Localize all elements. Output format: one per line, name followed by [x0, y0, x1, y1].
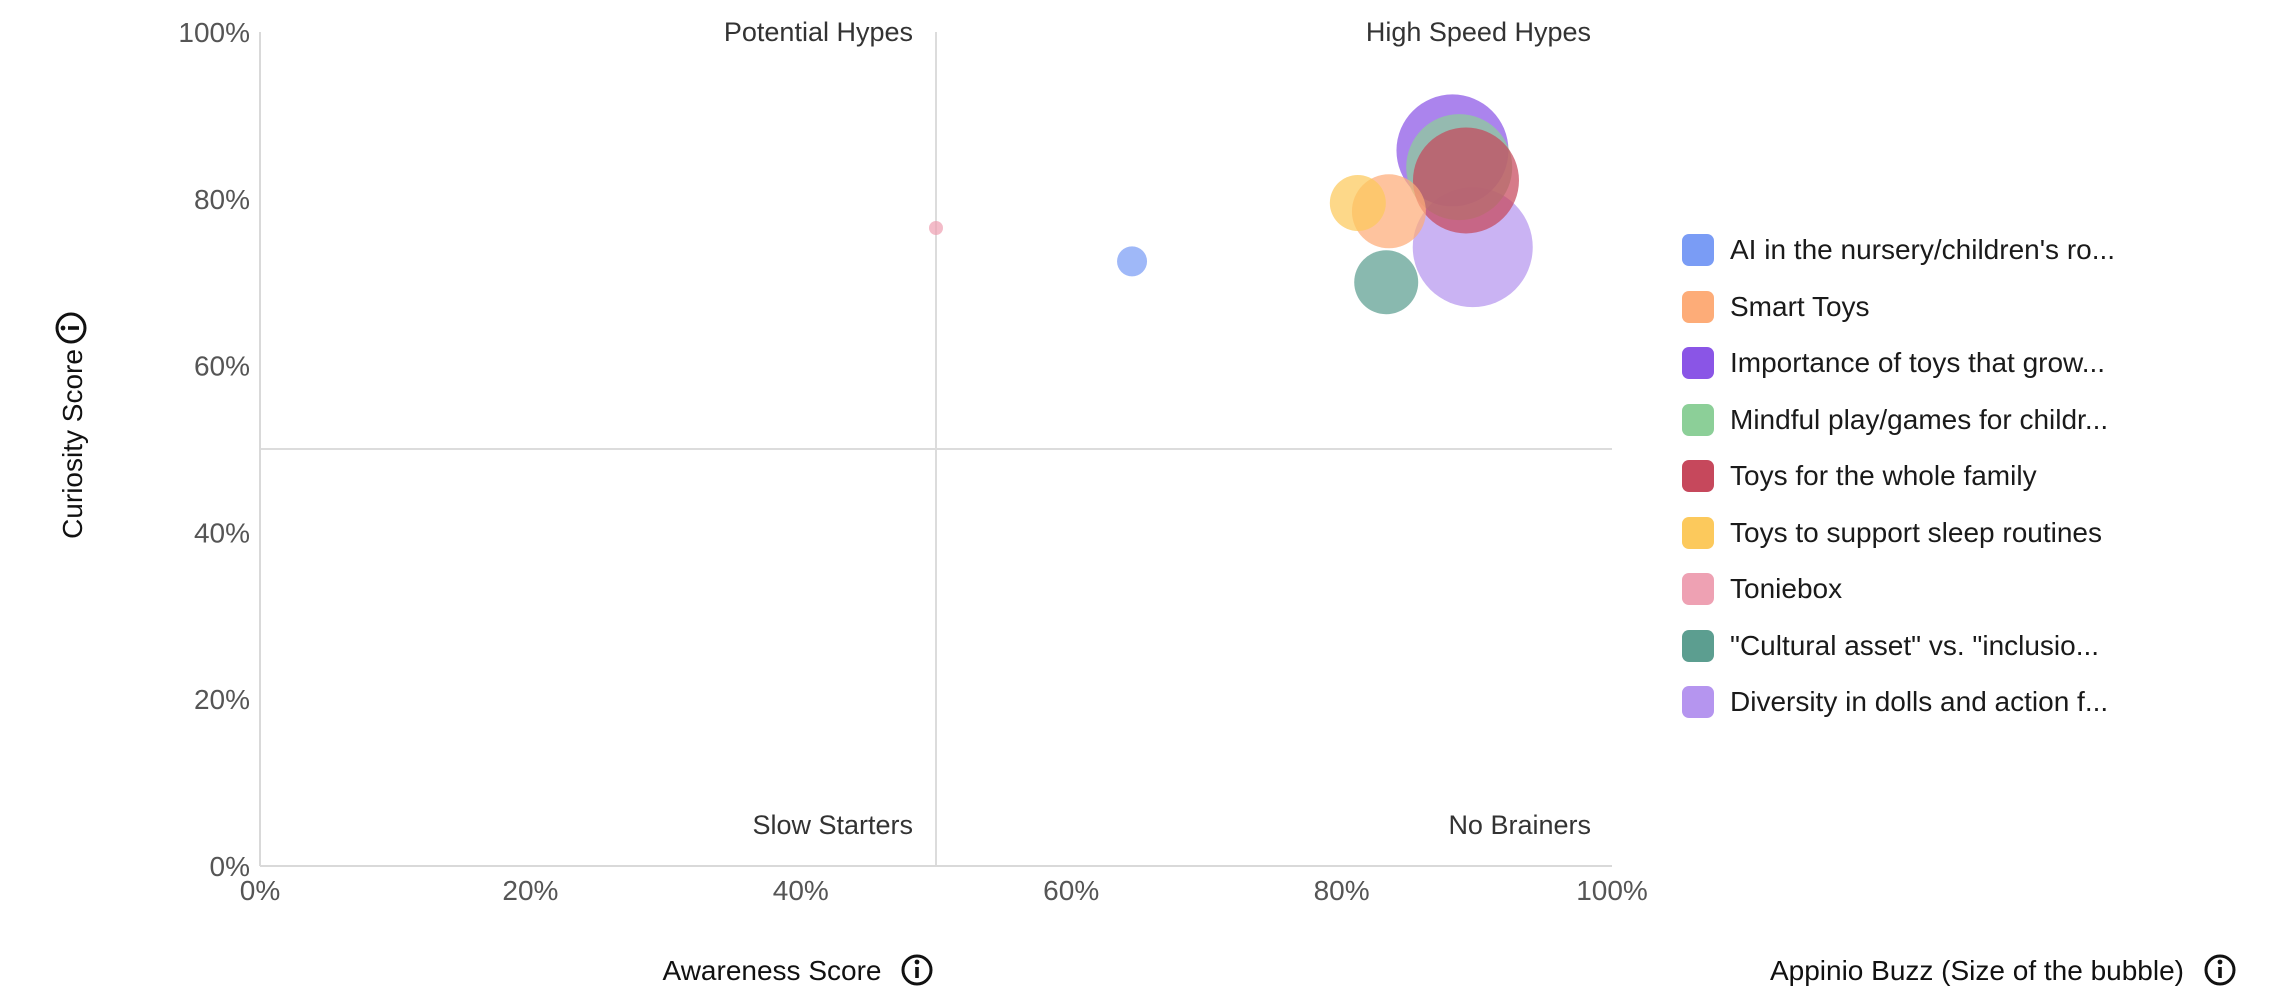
x-axis-info-icon[interactable] [901, 954, 933, 986]
legend-item[interactable]: Smart Toys [1682, 279, 2115, 336]
y-axis-title-group: Curiosity Score [57, 349, 88, 539]
legend-item[interactable]: "Cultural asset" vs. "inclusio... [1682, 618, 2115, 675]
legend-item[interactable]: Importance of toys that grow... [1682, 335, 2115, 392]
legend-swatch [1682, 234, 1714, 267]
bubble-point[interactable] [1412, 127, 1519, 234]
quadrant-labels: Potential Hypes High Speed Hypes Slow St… [724, 17, 1591, 840]
legend-label: Smart Toys [1730, 290, 1870, 322]
quadrant-label-high-speed-hypes: High Speed Hypes [1366, 17, 1591, 47]
legend-label: Mindful play/games for childr... [1730, 403, 2109, 435]
x-tick-label: 20% [502, 875, 558, 906]
legend-item[interactable]: AI in the nursery/children's ro... [1682, 222, 2115, 279]
quadrant-label-no-brainers: No Brainers [1448, 810, 1591, 840]
quadrant-label-slow-starters: Slow Starters [752, 810, 913, 840]
chart-gridlines [260, 32, 1612, 866]
legend-label: Toys for the whole family [1730, 460, 2037, 492]
legend-label: Toys to support sleep routines [1730, 516, 2102, 548]
legend-swatch [1682, 460, 1714, 493]
legend-item[interactable]: Toys for the whole family [1682, 448, 2115, 505]
legend-swatch [1682, 347, 1714, 380]
x-tick-label: 60% [1043, 875, 1099, 906]
bubble-series [929, 94, 1533, 315]
legend-swatch [1682, 403, 1714, 436]
bubble-point[interactable] [1329, 174, 1386, 231]
x-axis-title: Awareness Score [663, 955, 882, 986]
bubble-size-info-icon[interactable] [2204, 954, 2236, 986]
bubble-point[interactable] [1354, 250, 1419, 315]
legend-item[interactable]: Toys to support sleep routines [1682, 505, 2115, 562]
bubble-size-title: Appinio Buzz (Size of the bubble) [1770, 955, 2184, 986]
legend-item[interactable]: Mindful play/games for childr... [1682, 392, 2115, 449]
x-tick-label: 80% [1314, 875, 1370, 906]
y-tick-label: 80% [194, 184, 250, 215]
y-axis-info-icon[interactable] [55, 312, 87, 344]
legend-swatch [1682, 516, 1714, 549]
legend-swatch [1682, 290, 1714, 323]
bubble-point[interactable] [1117, 246, 1148, 277]
legend-label: Importance of toys that grow... [1730, 347, 2106, 379]
y-tick-label: 60% [194, 351, 250, 382]
legend-label: "Cultural asset" vs. "inclusio... [1730, 629, 2100, 661]
legend-item[interactable]: Toniebox [1682, 561, 2115, 618]
y-tick-label: 100% [178, 17, 250, 48]
legend-label: AI in the nursery/children's ro... [1730, 234, 2116, 266]
x-tick-label: 100% [1576, 875, 1648, 906]
bubble-point[interactable] [929, 220, 943, 235]
legend-swatch [1682, 573, 1714, 606]
y-axis-title: Curiosity Score [57, 349, 88, 539]
chart-legend: AI in the nursery/children's ro... Smart … [1682, 222, 2115, 731]
legend-label: Diversity in dolls and action f... [1730, 686, 2109, 718]
axis-ticks: 0% 20% 40% 60% 80% 100% 0% 20% 40% 60% 80% 100% [178, 17, 1647, 906]
legend-item[interactable]: Diversity in dolls and action f... [1682, 674, 2115, 731]
y-tick-label: 20% [194, 684, 250, 715]
quadrant-label-potential-hypes: Potential Hypes [724, 17, 913, 47]
chart-axes [259, 32, 1612, 867]
y-tick-label: 0% [210, 851, 250, 882]
legend-label: Toniebox [1730, 573, 1843, 605]
y-tick-label: 40% [194, 517, 250, 548]
x-tick-label: 40% [773, 875, 829, 906]
legend-swatch [1682, 686, 1714, 719]
legend-swatch [1682, 629, 1714, 662]
x-tick-label: 0% [240, 875, 280, 906]
